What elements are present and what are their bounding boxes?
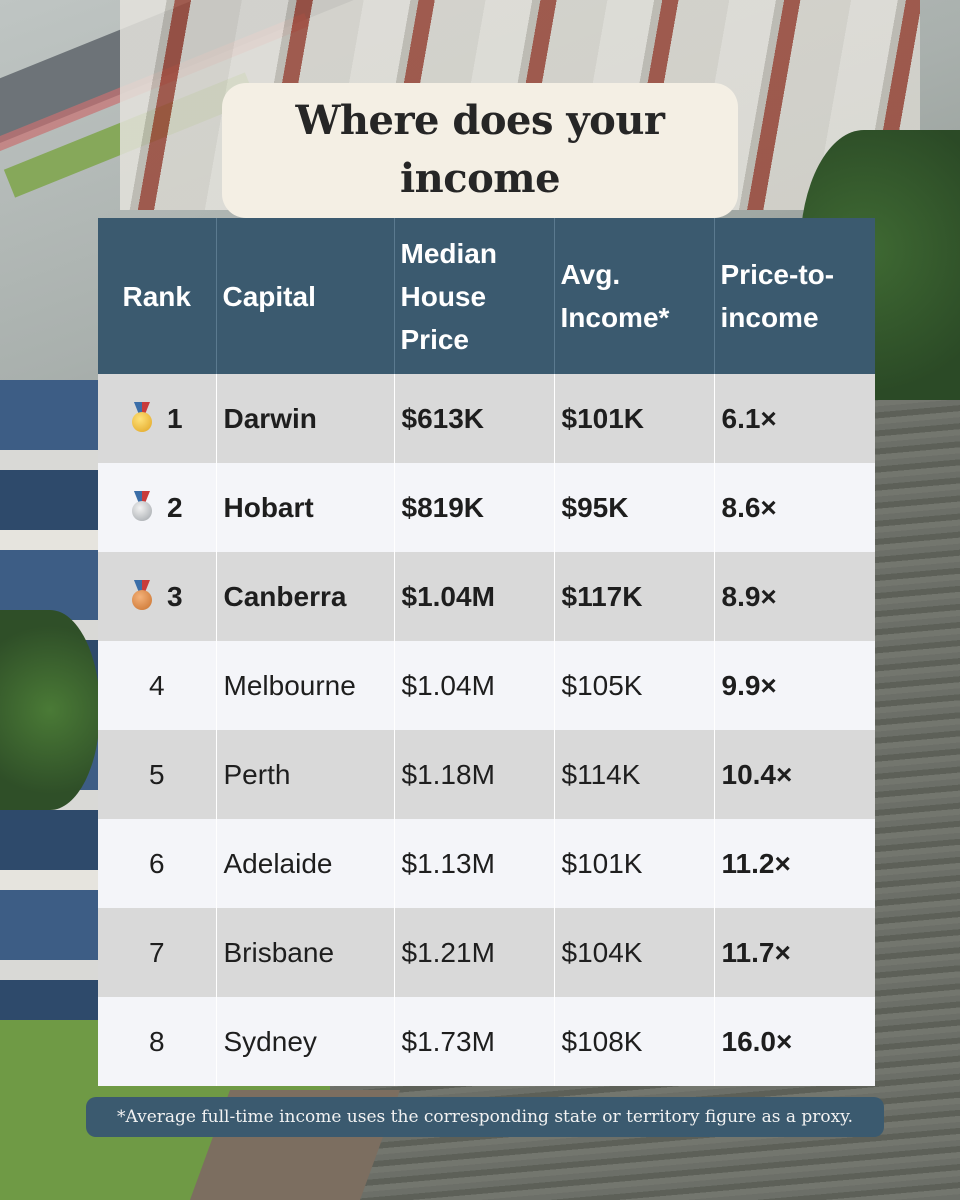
table-header-row: Rank Capital Median House Price Avg. Inc…	[98, 218, 875, 374]
price-cell: $1.04M	[394, 552, 555, 641]
rank-value: 3	[166, 581, 183, 612]
title-card	[222, 83, 738, 218]
bronze-medal-icon	[131, 580, 153, 610]
capital-cell: Hobart	[216, 463, 395, 552]
table-row: 5 Perth $1.18M $114K 10.4×	[98, 730, 875, 819]
table-row: 6 Adelaide $1.13M $101K 11.2×	[98, 819, 875, 908]
header-median-price-line-2: House	[400, 280, 487, 312]
header-capital: Capital	[216, 218, 395, 374]
capital-cell: Brisbane	[216, 908, 395, 997]
footnote: *Average full-time income uses the corre…	[117, 1107, 853, 1127]
income-cell: $114K	[554, 730, 715, 819]
rank-cell: 2	[98, 463, 217, 552]
rank-value: 2	[166, 492, 183, 523]
income-cell: $101K	[554, 374, 715, 463]
price-cell: $1.04M	[394, 641, 555, 730]
header-ratio-line-2: income	[720, 302, 819, 333]
income-cell: $105K	[554, 641, 715, 730]
ratio-cell: 16.0×	[714, 997, 875, 1086]
capital-cell: Melbourne	[216, 641, 395, 730]
table-row: 1 Darwin $613K $101K 6.1×	[98, 374, 875, 463]
footnote-box	[86, 1097, 884, 1137]
rank-cell: 4	[98, 641, 217, 730]
silver-medal-icon	[131, 491, 153, 521]
table-row: 2 Hobart $819K $95K 8.6×	[98, 463, 875, 552]
rank-value: 1	[166, 403, 183, 434]
income-cell: $108K	[554, 997, 715, 1086]
trees-left	[0, 610, 100, 810]
ratio-cell: 11.7×	[714, 908, 875, 997]
table-row: 4 Melbourne $1.04M $105K 9.9×	[98, 641, 875, 730]
header-rank: Rank	[98, 218, 217, 374]
income-cell: $117K	[554, 552, 715, 641]
price-cell: $1.73M	[394, 997, 555, 1086]
price-cell: $1.21M	[394, 908, 555, 997]
capital-cell: Sydney	[216, 997, 395, 1086]
header-median-price-line-3: Price	[400, 323, 470, 355]
rank-cell: 6	[98, 819, 217, 908]
rank-cell: 3	[98, 552, 217, 641]
income-cell: $101K	[554, 819, 715, 908]
ratio-cell: 9.9×	[714, 641, 875, 730]
title-line-1: Where does your income	[295, 97, 665, 202]
rank-cell: 1	[98, 374, 217, 463]
header-price-to-income: Price-to- income	[714, 218, 875, 374]
rank-cell: 8	[98, 997, 217, 1086]
price-cell: $819K	[394, 463, 555, 552]
price-cell: $613K	[394, 374, 555, 463]
header-median-price-line-1: Median	[400, 237, 497, 269]
price-cell: $1.18M	[394, 730, 555, 819]
capital-cell: Perth	[216, 730, 395, 819]
income-cell: $104K	[554, 908, 715, 997]
header-avg-income-line-2: Income*	[560, 302, 670, 333]
gold-medal-icon	[131, 402, 153, 432]
ratio-cell: 11.2×	[714, 819, 875, 908]
capital-cell: Darwin	[216, 374, 395, 463]
table-row: 8 Sydney $1.73M $108K 16.0×	[98, 997, 875, 1086]
header-median-price: Median House Price	[394, 218, 555, 374]
income-cell: $95K	[554, 463, 715, 552]
ratio-cell: 8.9×	[714, 552, 875, 641]
header-avg-income: Avg. Income*	[554, 218, 715, 374]
price-cell: $1.13M	[394, 819, 555, 908]
ratio-cell: 6.1×	[714, 374, 875, 463]
ratio-cell: 10.4×	[714, 730, 875, 819]
table-row: 7 Brisbane $1.21M $104K 11.7×	[98, 908, 875, 997]
ratio-cell: 8.6×	[714, 463, 875, 552]
ranking-table: Rank Capital Median House Price Avg. Inc…	[98, 218, 875, 1086]
rank-cell: 7	[98, 908, 217, 997]
capital-cell: Canberra	[216, 552, 395, 641]
table-row: 3 Canberra $1.04M $117K 8.9×	[98, 552, 875, 641]
rank-cell: 5	[98, 730, 217, 819]
header-ratio-line-1: Price-to-	[720, 259, 835, 290]
header-avg-income-line-1: Avg.	[560, 259, 621, 290]
capital-cell: Adelaide	[216, 819, 395, 908]
